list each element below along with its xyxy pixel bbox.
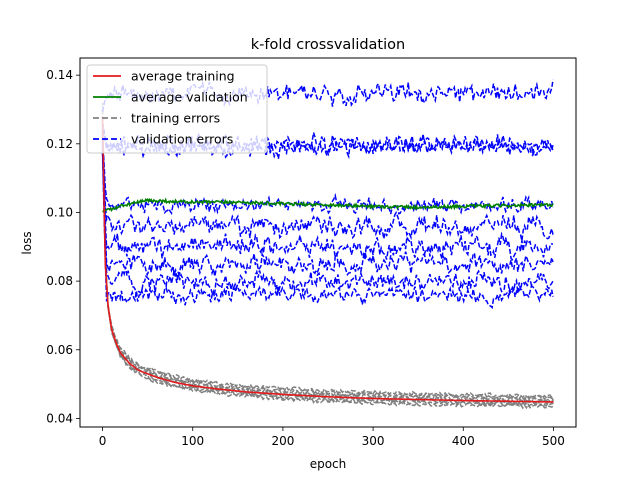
y-tick-label: 0.14 — [46, 68, 73, 82]
legend-label: average training — [131, 69, 235, 84]
y-axis: 0.04 0.06 0.08 0.10 0.12 0.14 — [46, 68, 80, 425]
legend-label: training errors — [131, 111, 220, 126]
average-training-line — [101, 116, 554, 403]
legend-label: average validation — [131, 90, 248, 105]
validation-error-line — [101, 152, 554, 310]
y-tick-label: 0.06 — [46, 343, 73, 357]
axes-frame — [79, 57, 577, 428]
x-tick-label: 200 — [271, 434, 294, 448]
legend-label: validation errors — [131, 132, 233, 147]
y-tick-label: 0.12 — [46, 137, 73, 151]
validation-error-line — [101, 142, 554, 261]
x-tick-label: 300 — [362, 434, 385, 448]
validation-error-line — [101, 138, 554, 242]
training-error-line — [101, 109, 554, 400]
legend-box — [86, 64, 268, 154]
x-tick-label: 0 — [99, 434, 107, 448]
x-tick-label: 100 — [181, 434, 204, 448]
validation-error-line — [101, 149, 554, 298]
y-tick-label: 0.08 — [46, 274, 73, 288]
y-axis-label: loss — [20, 231, 34, 254]
plot-area — [101, 79, 555, 410]
training-error-line — [101, 109, 554, 410]
training-error-line — [101, 126, 554, 408]
x-axis-label: epoch — [310, 457, 347, 471]
x-tick-label: 500 — [542, 434, 565, 448]
x-axis: 0 100 200 300 400 500 — [99, 427, 565, 448]
x-tick-label: 400 — [452, 434, 475, 448]
legend: average training average validation traini… — [86, 64, 268, 154]
y-tick-label: 0.04 — [46, 411, 73, 425]
validation-error-line — [101, 79, 554, 113]
y-tick-label: 0.10 — [46, 205, 73, 219]
average-validation-line — [102, 197, 554, 213]
chart-title: k-fold crossvalidation — [251, 37, 405, 53]
